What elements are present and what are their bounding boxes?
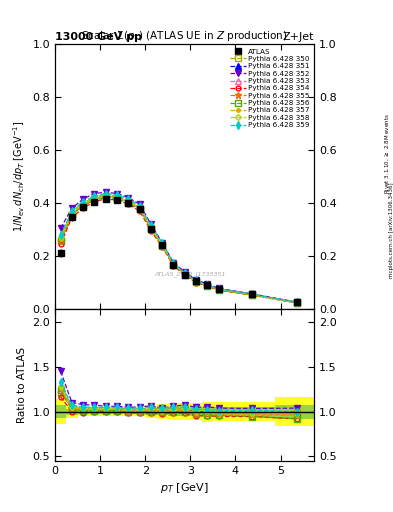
Y-axis label: Ratio to ATLAS: Ratio to ATLAS [17,347,27,423]
Text: ATLAS_2019_I1735351: ATLAS_2019_I1735351 [154,271,226,277]
Text: 13000 GeV pp: 13000 GeV pp [55,32,142,42]
X-axis label: $p_T$ [GeV]: $p_T$ [GeV] [160,481,209,495]
Title: Scalar $\Sigma(p_T)$ (ATLAS UE in $Z$ production): Scalar $\Sigma(p_T)$ (ATLAS UE in $Z$ pr… [81,29,288,44]
Text: Rivet 3.1.10, $\geq$ 2.8M events: Rivet 3.1.10, $\geq$ 2.8M events [383,113,391,194]
Text: Z+Jet: Z+Jet [283,32,314,42]
Text: mcplots.cern.ch [arXiv:1306.3436]: mcplots.cern.ch [arXiv:1306.3436] [389,183,393,278]
Legend: ATLAS, Pythia 6.428 350, Pythia 6.428 351, Pythia 6.428 352, Pythia 6.428 353, P: ATLAS, Pythia 6.428 350, Pythia 6.428 35… [228,47,311,130]
Y-axis label: $1/N_{\rm ev}\,dN_{\rm ch}/dp_T$ [GeV$^{-1}$]: $1/N_{\rm ev}\,dN_{\rm ch}/dp_T$ [GeV$^{… [11,120,27,232]
